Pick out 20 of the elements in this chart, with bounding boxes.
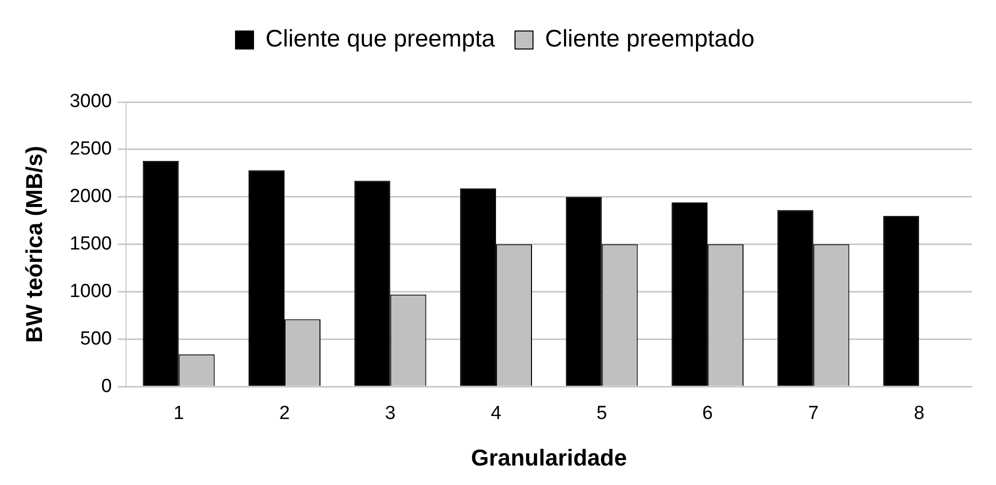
x-tick-label: 4	[490, 403, 502, 424]
y-tick-label: 1000	[70, 280, 112, 302]
y-tick-label: 2500	[70, 138, 112, 160]
x-tick-label: 6	[702, 403, 713, 424]
y-tick-label: 3000	[70, 91, 112, 112]
y-tick-label: 2000	[70, 186, 112, 208]
legend-label: Cliente que preempta	[266, 26, 496, 53]
x-axis-title: Granularidade	[470, 444, 627, 471]
x-tick-label: 5	[596, 403, 608, 424]
bar	[883, 216, 920, 386]
x-tick-label: 2	[279, 403, 290, 424]
y-tick-label: 500	[80, 328, 112, 350]
y-tick-label: 0	[101, 376, 112, 397]
x-tick-label: 3	[384, 403, 396, 424]
x-tick-label: 1	[173, 403, 184, 424]
x-tick-label: 7	[808, 403, 819, 424]
x-tick-label: 8	[914, 403, 924, 424]
y-tick-label: 1500	[70, 234, 112, 255]
y-axis-title: BW teórica (MB/s)	[21, 146, 48, 343]
legend-label: Cliente preemptado	[545, 26, 754, 53]
